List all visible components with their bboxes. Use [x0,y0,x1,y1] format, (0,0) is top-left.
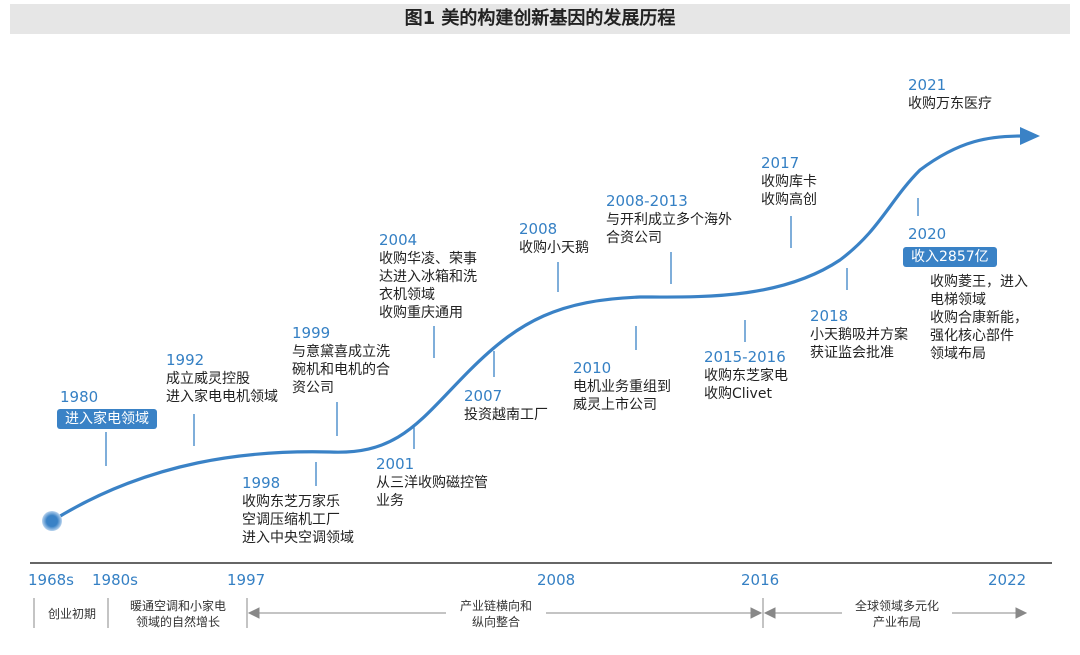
event-year: 2008 [519,220,558,238]
event-text-line: 收购东芝万家乐 [242,494,340,510]
event-text-line: 威灵上市公司 [573,397,657,413]
event-text-line: 资公司 [292,380,334,396]
event-2020-details: 收购菱王，进入 电梯领域 收购合康新能， 强化核心部件 领域布局 [930,273,1028,363]
event-text-line: 收购东芝家电 [704,368,788,384]
title-bar: 图1 美的构建创新基因的发展历程 [10,4,1070,34]
event-text-line: 收购万东医疗 [908,96,992,112]
event-year: 2001 [376,455,415,473]
event-year: 1980 [60,388,99,406]
event-1980: 1980 [60,387,98,407]
event-text-line: 进入家电电机领域 [166,389,278,405]
phase-separators [33,598,764,628]
curve-start-dot [42,511,62,531]
phase-label: 创业初期 [40,606,104,622]
curve-arrowhead [1020,127,1040,145]
event-2021: 2021 收购万东医疗 [908,75,992,113]
event-text-line: 收购华凌、荣事 [379,251,477,267]
event-1998: 1998 收购东芝万家乐 空调压缩机工厂 进入中央空调领域 [242,473,354,547]
event-2008-2013: 2008-2013 与开利成立多个海外 合资公司 [606,191,732,247]
event-year: 1999 [292,324,331,342]
phase-label-line: 创业初期 [47,607,96,621]
event-2008: 2008 收购小天鹅 [519,219,589,257]
event-year: 2017 [761,154,800,172]
event-text-line: 达进入冰箱和洗 [379,269,477,285]
event-text-line: 与开利成立多个海外 [606,212,732,228]
event-text-line: 收购Clivet [704,386,772,402]
event-text-line: 从三洋收购磁控管 [376,475,488,491]
connector-lines [105,198,919,486]
event-text-line: 投资越南工厂 [464,407,548,423]
event-year: 2004 [379,231,418,249]
event-year: 2007 [464,387,503,405]
phase-label-line: 产业布局 [872,615,921,629]
event-year: 1992 [166,351,205,369]
event-text-line: 与意黛喜成立洗 [292,344,390,360]
phase-label-line: 暖通空调和小家电 [129,599,226,613]
event-text-line: 收购小天鹅 [519,240,589,256]
axis-tick-label: 1997 [227,571,266,589]
phase-label-line: 全球领域多元化 [854,599,939,613]
event-text-line: 电梯领域 [930,292,986,308]
event-1992: 1992 成立威灵控股 进入家电电机领域 [166,350,278,406]
event-2001: 2001 从三洋收购磁控管 业务 [376,454,488,510]
figure-title: 图1 美的构建创新基因的发展历程 [404,8,676,29]
event-2007: 2007 投资越南工厂 [464,386,548,424]
event-2015-2016: 2015-2016 收购东芝家电 收购Clivet [704,347,788,403]
axis-tick-label: 2022 [988,571,1027,589]
event-text-line: 合资公司 [606,230,662,246]
phase-label: 全球领域多元化 产业布局 [842,598,952,630]
phase-label-line: 纵向整合 [471,615,520,629]
event-year: 1998 [242,474,281,492]
phase-label: 产业链横向和 纵向整合 [446,598,546,630]
event-year: 2021 [908,76,947,94]
event-text-line: 业务 [376,493,404,509]
event-text-line: 成立威灵控股 [166,371,250,387]
event-year: 2010 [573,359,612,377]
event-year: 2015-2016 [704,348,786,366]
event-text-line: 小天鹅吸并方案 [810,327,908,343]
event-year: 2020 [908,225,947,243]
event-1999: 1999 与意黛喜成立洗 碗机和电机的合 资公司 [292,323,390,397]
axis-tick-label: 2016 [741,571,780,589]
event-text-line: 碗机和电机的合 [292,362,390,378]
event-text-line: 收购库卡 [761,174,817,190]
event-2004: 2004 收购华凌、荣事 达进入冰箱和洗 衣机领域 收购重庆通用 [379,230,477,322]
event-badge-1980: 进入家电领域 [57,409,157,429]
phase-label-line: 领域的自然增长 [135,615,220,629]
event-text-line: 衣机领域 [379,287,435,303]
phase-label-line: 产业链横向和 [459,599,532,613]
event-2010: 2010 电机业务重组到 威灵上市公司 [573,358,671,414]
axis-tick-label: 2008 [537,571,576,589]
event-text-line: 领域布局 [930,346,986,362]
growth-curve [51,134,1023,523]
event-text-line: 收购合康新能， [930,310,1028,326]
event-2017: 2017 收购库卡 收购高创 [761,153,817,209]
event-year: 2018 [810,307,849,325]
event-text-line: 空调压缩机工厂 [242,512,340,528]
event-text-line: 收购高创 [761,192,817,208]
event-2018: 2018 小天鹅吸并方案 获证监会批准 [810,306,908,362]
event-year: 2008-2013 [606,192,688,210]
event-text-line: 进入中央空调领域 [242,530,354,546]
event-text-line: 电机业务重组到 [573,379,671,395]
event-text-line: 收购重庆通用 [379,305,463,321]
event-text-line: 强化核心部件 [930,328,1014,344]
event-badge-2020: 收入2857亿 [903,247,997,267]
axis-tick-label: 1980s [92,571,138,589]
event-text-line: 获证监会批准 [810,345,894,361]
event-text-line: 收购菱王，进入 [930,274,1028,290]
event-2020: 2020 [908,224,946,244]
phase-label: 暖通空调和小家电 领域的自然增长 [112,598,244,630]
axis-tick-label: 1968s [28,571,74,589]
